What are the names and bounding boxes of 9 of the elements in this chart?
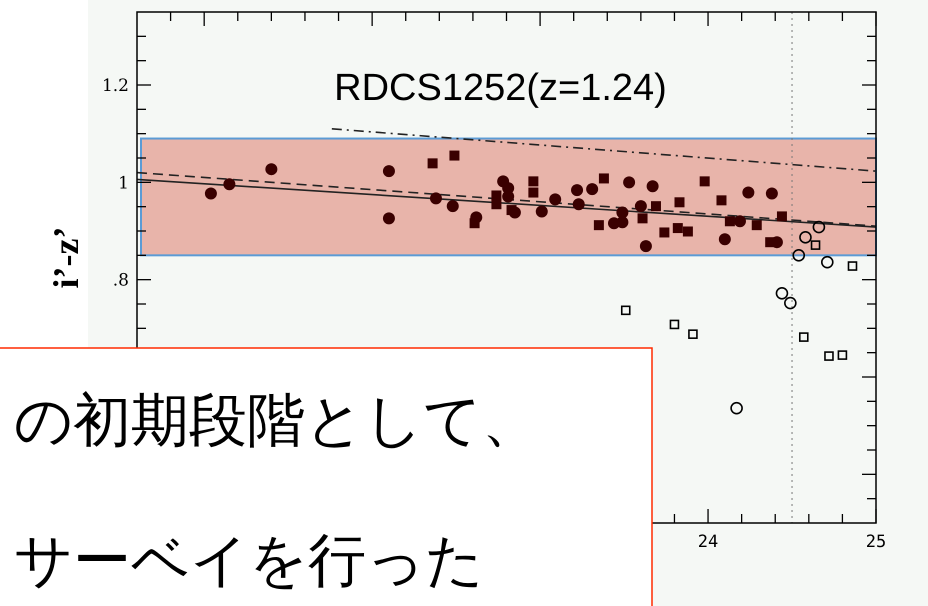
y-tick-label: 1.2: [102, 76, 129, 96]
x-tick-label: 24: [698, 532, 718, 552]
annotation: の初期段階として、: [14, 386, 540, 454]
y-axis-title: i’-z’: [46, 226, 86, 288]
y-tick-label: .8: [112, 270, 129, 291]
text: サーベイを行った: [14, 526, 484, 594]
y-tick-label: 1: [118, 173, 129, 194]
text: RDCS1252(z=1.24): [334, 67, 667, 109]
x-tick-label: 25: [866, 532, 886, 552]
